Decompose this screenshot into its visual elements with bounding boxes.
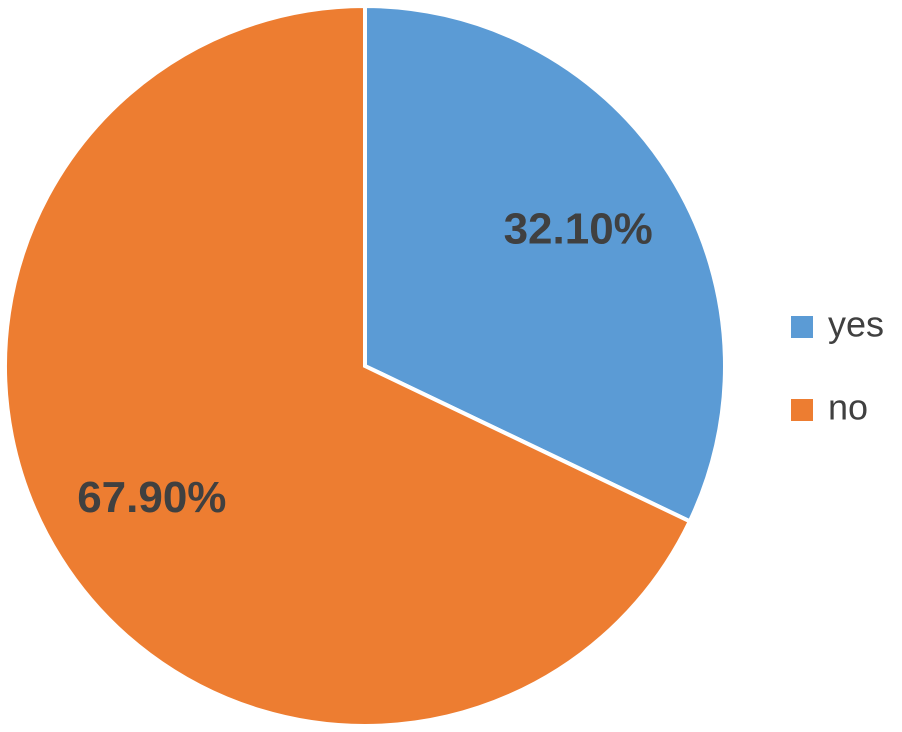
value-label: 67.90% [77,473,226,522]
legend-swatch [791,399,813,421]
legend-label: no [828,387,868,428]
legend-label: yes [828,304,884,345]
value-label: 32.10% [504,204,653,253]
pie-slice [3,3,693,728]
legend-swatch [791,316,813,338]
pie-slice [363,3,727,524]
